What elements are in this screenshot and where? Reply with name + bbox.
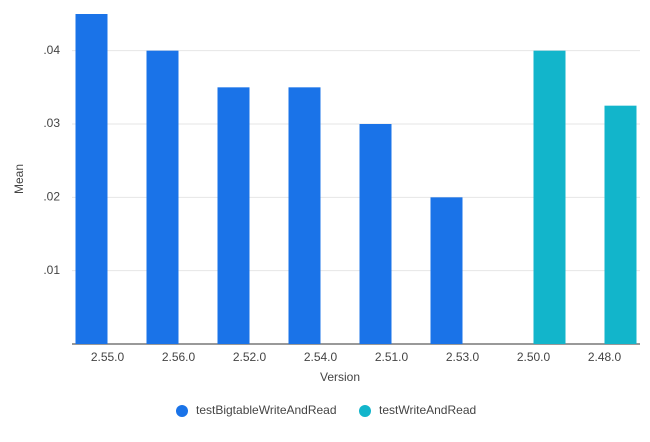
- x-tick-label: 2.50.0: [517, 350, 551, 364]
- legend-swatch: [359, 405, 371, 417]
- bar: [604, 105, 637, 345]
- y-axis-label: Mean: [12, 164, 26, 194]
- x-axis-label: Version: [320, 370, 360, 384]
- x-tick-label: 2.55.0: [91, 350, 125, 364]
- x-tick-label: 2.52.0: [233, 350, 267, 364]
- bar: [533, 50, 566, 345]
- y-tick-label: .03: [43, 116, 60, 130]
- x-tick-label: 2.51.0: [375, 350, 409, 364]
- bar: [146, 50, 179, 345]
- bar: [217, 87, 250, 344]
- bar: [359, 124, 392, 344]
- y-tick-label: .01: [43, 263, 60, 277]
- x-tick-label: 2.53.0: [446, 350, 480, 364]
- x-tick-label: 2.54.0: [304, 350, 338, 364]
- bar: [430, 197, 463, 344]
- y-tick-label: .02: [43, 190, 60, 204]
- x-tick-label: 2.56.0: [162, 350, 196, 364]
- bar: [75, 14, 108, 344]
- legend-label: testWriteAndRead: [379, 403, 476, 417]
- x-tick-label: 2.48.0: [588, 350, 622, 364]
- legend-swatch: [176, 405, 188, 417]
- y-tick-label: .04: [43, 43, 60, 57]
- legend-label: testBigtableWriteAndRead: [196, 403, 337, 417]
- bar: [288, 87, 321, 344]
